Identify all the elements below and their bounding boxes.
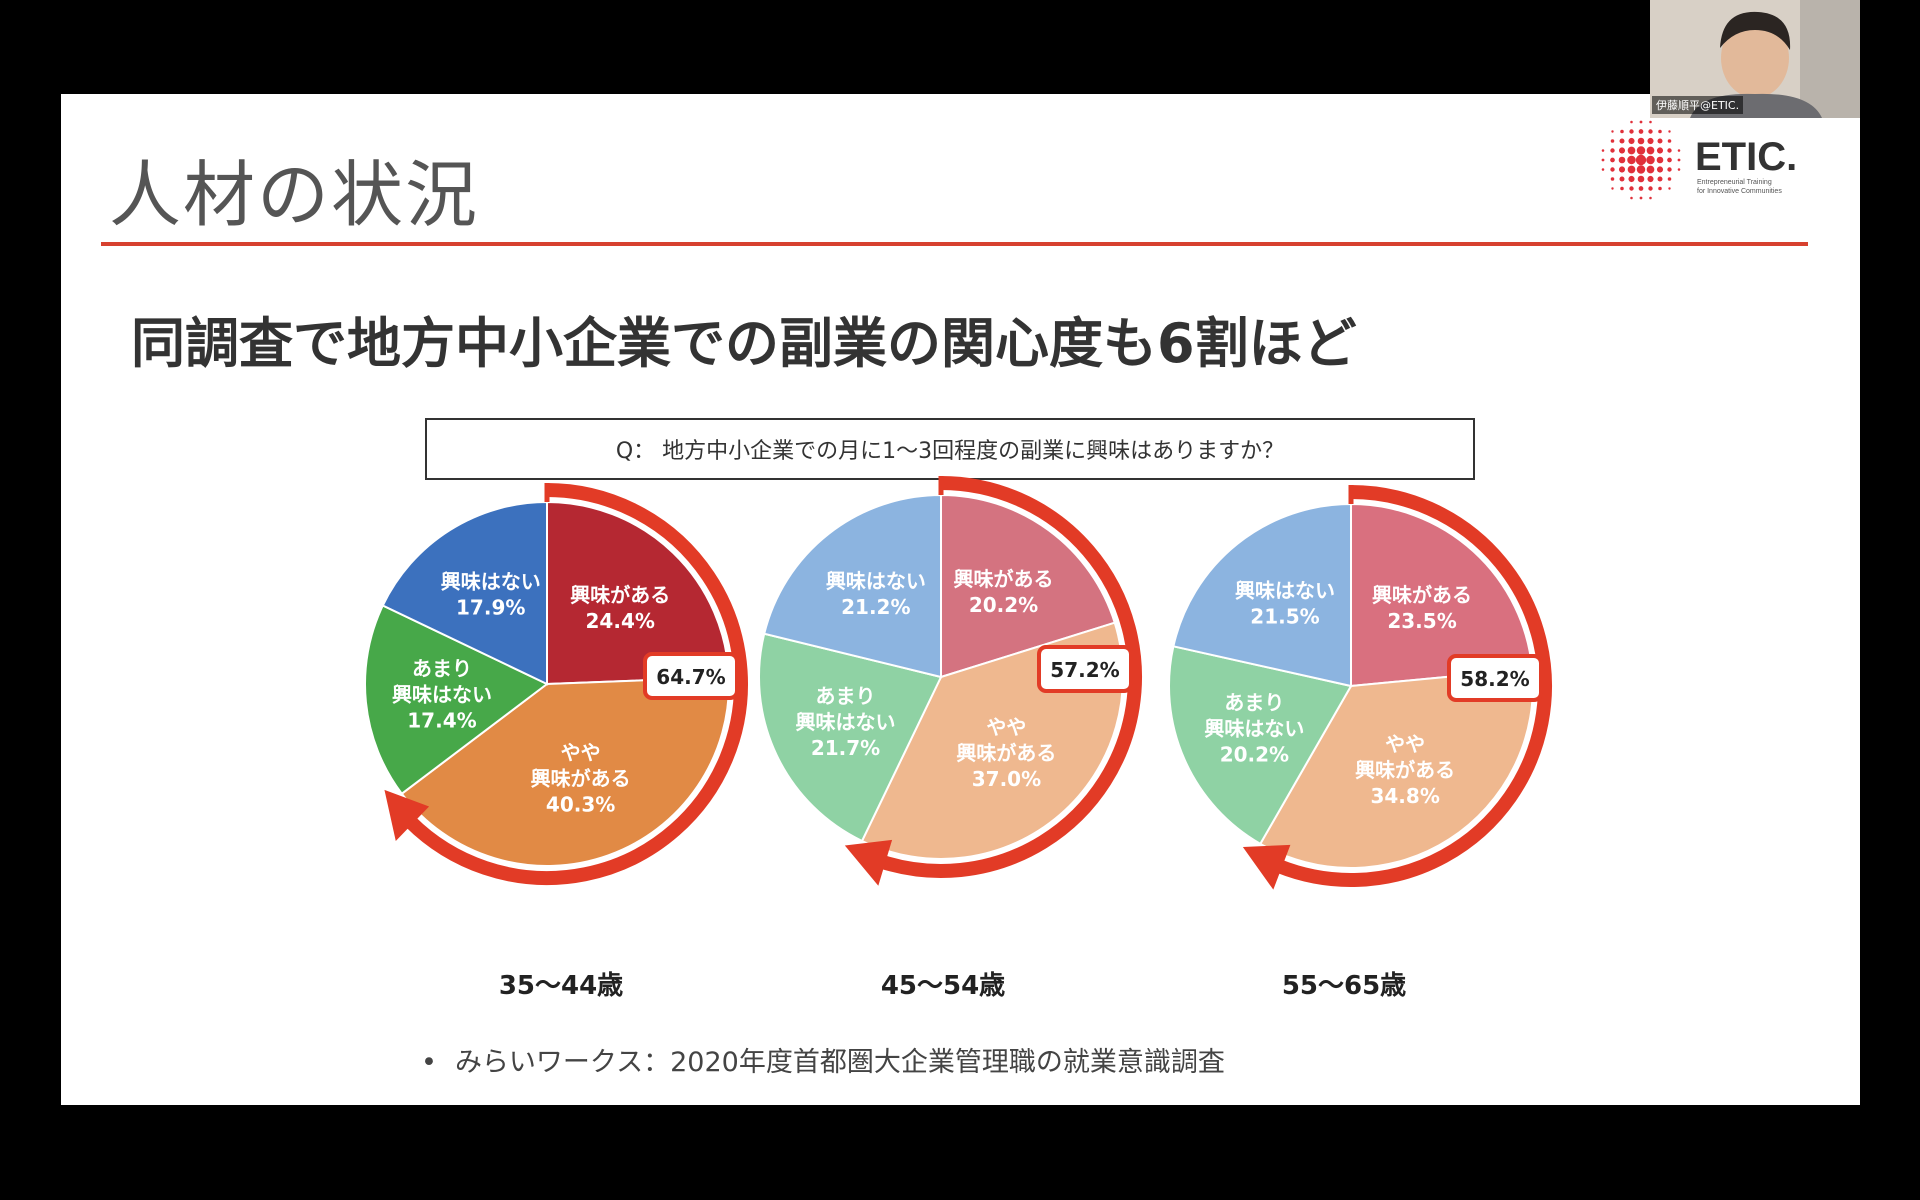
highlight-arrow [844,839,893,886]
title-divider [101,242,1808,246]
pie-charts: 64.7%興味がある24.4%やや興味がある40.3%あまり興味はない17.4%… [364,476,1552,1001]
etic-logo: ETIC. Entrepreneurial Training for Innov… [1601,120,1797,200]
participant-name: 伊藤順平@ETIC. [1652,96,1744,114]
slice-label: あまり [816,684,876,708]
highlight-badge [643,652,739,700]
pie-slice [1258,667,1534,869]
highlight-badge [1447,654,1543,702]
slice-label: 興味はない [392,683,492,707]
slice-label: 21.5% [1250,605,1319,629]
slice-label: あまり [412,657,472,681]
slice-label: 21.2% [841,595,910,619]
logo-text: ETIC. [1695,135,1797,179]
slice-label: 興味はない [1204,717,1304,741]
logo-dots-icon [1601,120,1681,200]
pie-slice [1350,502,1534,688]
slice-label: 興味がある [956,741,1056,765]
highlight-arrow [384,789,430,842]
logo-tagline-1: Entrepreneurial Training [1697,179,1772,186]
highlight-arrow [1242,844,1291,890]
slice-label: 興味はない [796,710,896,734]
slice-label: 17.9% [456,596,525,620]
highlight-badge [1037,645,1133,693]
source-text: みらいワークス：2020年度首都圏大企業管理職の就業意識調査 [454,1047,1225,1078]
source-bullet: • [421,1047,437,1078]
source-note: • みらいワークス：2020年度首都圏大企業管理職の就業意識調査 [421,1040,1225,1079]
slice-label: やや [1385,732,1425,756]
highlight-value: 58.2% [1460,667,1529,691]
slice-label: やや [561,740,601,764]
highlight-arc [405,483,748,885]
webcam-thumbnail: 伊藤順平@ETIC. [1650,0,1860,118]
age-group-label: 45〜54歳 [881,971,1005,1001]
slice-label: 興味がある [954,567,1054,591]
slice-label: 興味がある [570,583,670,607]
slice-label: 興味はない [1235,579,1335,603]
pie-chart-3: 58.2%興味がある23.5%やや興味がある34.8%あまり興味はない20.2%… [1168,485,1552,1001]
slice-label: 興味がある [1372,583,1472,607]
slice-label: 興味はない [441,570,541,594]
slice-label: 興味がある [531,766,631,790]
age-group-label: 35〜44歳 [499,971,623,1001]
slide: 人材の状況 ETIC. Entrepreneurial Training for… [61,94,1860,1105]
logo-tagline-2: for Innovative Communities [1697,188,1782,195]
pie-slice [758,632,943,843]
slice-label: 21.7% [811,736,880,760]
slice-label: 37.0% [972,767,1041,791]
pie-slice [940,493,1116,679]
pie-slice [400,676,730,867]
slice-label: 20.2% [969,593,1038,617]
slice-label: 34.8% [1370,784,1439,808]
pie-chart-2: 57.2%興味がある20.2%やや興味がある37.0%あまり興味はない21.7%… [758,476,1142,1001]
pie-slice [546,500,730,686]
pie-slice [763,493,942,679]
slice-label: 23.5% [1387,609,1456,633]
slice-label: あまり [1224,691,1284,715]
pie-slice [381,500,548,686]
pie-chart-1: 64.7%興味がある24.4%やや興味がある40.3%あまり興味はない17.4%… [364,483,748,1001]
highlight-arc [1276,485,1552,887]
slice-label: 20.2% [1220,743,1289,767]
slice-label: 24.4% [586,609,655,633]
slice-label: 興味はない [826,569,926,593]
slice-label: 40.3% [546,792,615,816]
slide-heading: 同調査で地方中小企業での副業の関心度も6割ほど [131,312,1357,375]
highlight-value: 64.7% [656,665,725,689]
highlight-arc [879,476,1142,878]
slide-title: 人材の状況 [109,153,480,237]
slice-label: 興味がある [1355,758,1455,782]
highlight-value: 57.2% [1050,658,1119,682]
slice-label: 17.4% [407,709,476,733]
pie-slice [1172,502,1352,688]
pie-slice [364,604,549,796]
pie-slice [1168,645,1353,846]
slice-label: やや [986,715,1026,739]
age-group-label: 55〜65歳 [1282,971,1406,1001]
